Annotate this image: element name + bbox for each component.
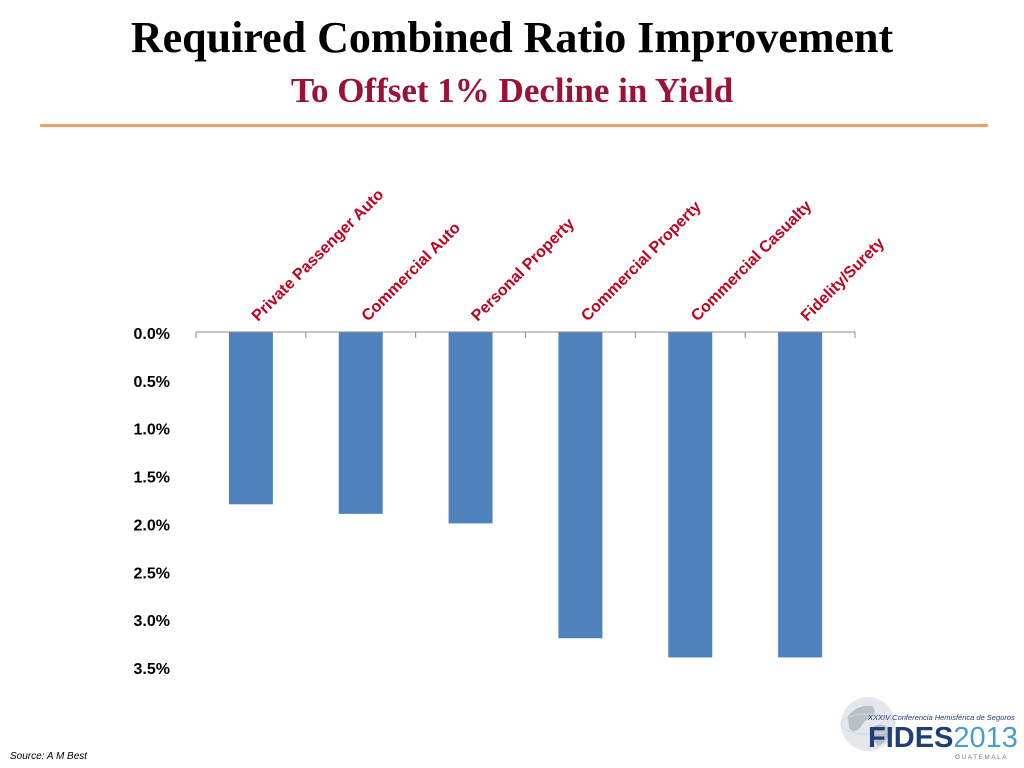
y-tick-label: 3.0% [134,613,170,630]
bar [338,332,383,514]
x-axis [195,331,856,338]
y-tick-label: 2.0% [134,517,170,534]
source-note: Source: A M Best [10,751,88,762]
y-tick-label: 1.5% [134,470,170,487]
logo-wordmark: FIDES2013 [868,722,1018,754]
logo-country: GUATEMALA [955,754,1009,761]
y-axis-tick-labels: 0.0% 0.5% 1.0% 1.5% 2.0% 2.5% 3.0% 3.5% [134,326,170,678]
bar [228,332,273,505]
bar [778,332,823,658]
bar [558,332,603,639]
title-divider [40,124,988,127]
category-label: Commercial Casualty [688,198,815,325]
slide-subtitle: To Offset 1% Decline in Yield [290,71,734,110]
slide-title: Required Combined Ratio Improvement [130,13,894,62]
category-label: Fidelity/Surety [798,235,888,325]
y-tick-label: 1.0% [134,422,170,439]
logo-word-year: 2013 [953,722,1018,754]
category-label: Commercial Auto [359,219,464,324]
bar [448,332,493,524]
logo-word-main: FIDES [868,722,954,754]
y-tick-label: 2.5% [134,565,170,582]
logo-subline: XXXIV Conferencia Hemisférica de Seguros [868,713,1015,722]
globe-icon [840,697,896,751]
category-label: Commercial Property [578,198,705,325]
bars [228,332,823,658]
y-tick-label: 3.5% [134,661,170,678]
y-tick-label: 0.5% [134,374,170,391]
bar [668,332,713,658]
category-label: Personal Property [468,215,578,325]
y-tick-label: 0.0% [134,326,170,343]
